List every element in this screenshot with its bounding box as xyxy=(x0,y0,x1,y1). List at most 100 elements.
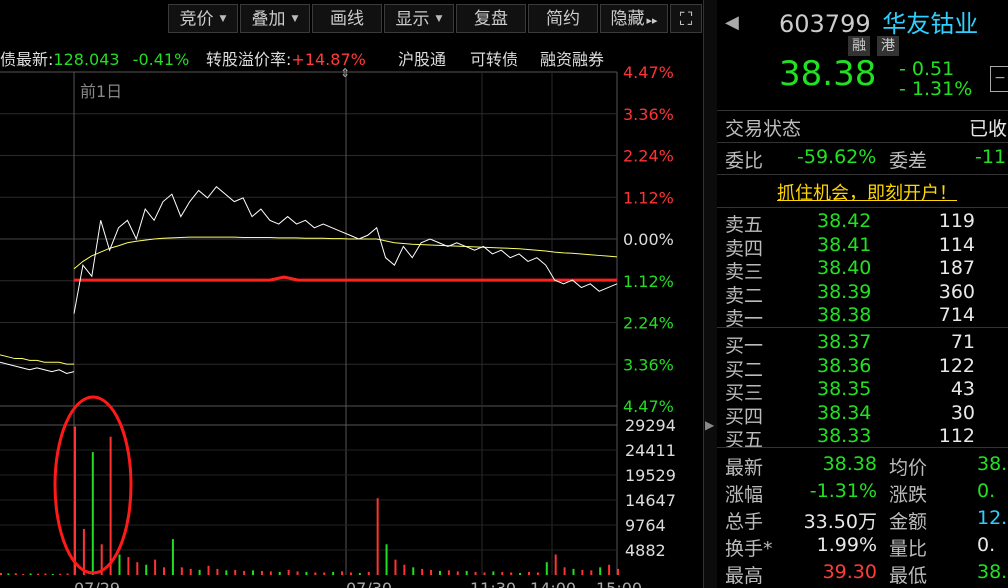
trade-status-value: 已收 xyxy=(969,118,1008,140)
order-level-label: 买四 xyxy=(725,405,764,428)
price-line xyxy=(73,185,618,314)
stat-label: 最低 xyxy=(889,565,928,587)
volume-bar xyxy=(225,570,228,575)
drag-handle-icon[interactable]: ⇕ xyxy=(340,66,351,80)
weicha-label: 委差 xyxy=(889,150,928,172)
volume-bar xyxy=(37,573,39,575)
stat-value: 12.95 xyxy=(977,507,1008,529)
order-price: 38.34 xyxy=(817,401,872,424)
order-level-label: 买一 xyxy=(725,335,764,357)
ask-row[interactable]: 卖一 38.38 714 xyxy=(725,304,985,331)
stat-label: 均价 xyxy=(889,457,928,479)
expand-panel-icon[interactable]: ▶ xyxy=(705,418,715,432)
order-volume: 114 xyxy=(938,233,975,256)
link-shgt[interactable]: 沪股通 xyxy=(398,50,447,69)
order-volume: 30 xyxy=(950,401,975,424)
order-level-label: 买五 xyxy=(725,429,764,451)
price-line-prev-day xyxy=(0,361,75,375)
volume-bar xyxy=(127,557,130,575)
price-axis-label: 2.24% xyxy=(623,147,674,166)
volume-bar xyxy=(367,571,370,575)
annotation-circle xyxy=(53,395,133,575)
order-level-label: 卖二 xyxy=(725,284,764,307)
volume-bar xyxy=(412,567,415,575)
caret-down-icon: ▼ xyxy=(435,14,443,24)
toolbar-button-2[interactable]: 画线 xyxy=(312,4,382,33)
volume-bar xyxy=(403,564,406,575)
price-axis-label: 1.12% xyxy=(623,272,674,291)
toolbar-button-6[interactable]: 隐藏 ▸▸ xyxy=(600,4,668,33)
weibi-label: 委比 xyxy=(725,150,764,172)
volume-bar xyxy=(527,571,530,575)
order-volume: 112 xyxy=(938,425,975,447)
stock-header: 603799 华友钴业 xyxy=(779,4,978,39)
toolbar-button-3[interactable]: 显示 ▼ xyxy=(384,4,454,33)
order-price: 38.33 xyxy=(817,425,872,447)
price-axis-label: 2.24% xyxy=(623,314,674,333)
stat-value: 0. xyxy=(977,480,996,502)
toolbar-button-0[interactable]: 竞价 ▼ xyxy=(168,4,238,33)
stat-value: 38.38 xyxy=(822,453,877,475)
stat-value: 0. xyxy=(977,534,996,556)
price-change: - 0.51 xyxy=(899,58,955,80)
order-volume: 119 xyxy=(938,210,975,232)
volume-bar xyxy=(243,570,246,575)
bid-row[interactable]: 买四 38.34 30 xyxy=(725,402,985,429)
link-convertible-bond[interactable]: 可转债 xyxy=(470,50,519,69)
order-price: 38.40 xyxy=(817,257,872,279)
toolbar-button-label: 显示 xyxy=(395,9,430,30)
volume-axis-label: 14647 xyxy=(625,491,676,510)
volume-bar xyxy=(599,567,602,575)
minus-icon[interactable]: − xyxy=(990,66,1008,92)
order-price: 38.35 xyxy=(817,378,872,400)
order-level-label: 卖一 xyxy=(725,308,764,330)
bid-row[interactable]: 买三 38.35 43 xyxy=(725,378,985,405)
volume-bar xyxy=(421,568,424,575)
ask-row[interactable]: 卖四 38.41 114 xyxy=(725,234,985,261)
panel-divider[interactable]: ▶ xyxy=(703,0,718,588)
avg-line-prev-day xyxy=(0,354,74,365)
volume-bar xyxy=(22,573,25,575)
volume-bar xyxy=(118,554,121,575)
double-chevron-right-icon: ▸▸ xyxy=(646,14,658,27)
order-volume: 714 xyxy=(938,304,975,326)
volume-bar xyxy=(154,559,157,575)
toolbar-button-1[interactable]: 叠加 ▼ xyxy=(240,4,310,33)
toolbar-button-label: 画线 xyxy=(330,9,364,29)
ask-row[interactable]: 卖二 38.39 360 xyxy=(725,281,985,308)
volume-bar xyxy=(314,572,317,575)
volume-bar xyxy=(456,571,459,575)
volume-bar xyxy=(180,567,183,575)
stock-code: 603799 xyxy=(779,10,871,38)
link-margin-trading[interactable]: 融资融券 xyxy=(540,50,605,69)
toolbar-button-4[interactable]: 复盘 xyxy=(456,4,526,33)
bid-row[interactable]: 买一 38.37 71 xyxy=(725,331,985,358)
order-price: 38.37 xyxy=(817,331,872,353)
ask-row[interactable]: 卖五 38.42 119 xyxy=(725,210,985,237)
bid-row[interactable]: 买二 38.36 122 xyxy=(725,355,985,382)
ask-row[interactable]: 卖三 38.40 187 xyxy=(725,257,985,284)
promo-link[interactable]: 抓住机会，即刻开户！ xyxy=(777,183,957,204)
toolbar-button-5[interactable]: 简约 xyxy=(528,4,598,33)
toolbar-button-label: 竞价 xyxy=(179,9,214,30)
volume-bar xyxy=(29,573,32,575)
volume-bar xyxy=(501,571,504,575)
back-arrow-icon[interactable]: ◀ xyxy=(725,12,739,33)
order-level-label: 买三 xyxy=(725,382,764,404)
stat-label: 最新 xyxy=(725,457,764,479)
caret-down-icon: ▼ xyxy=(219,14,227,24)
stat-value: 1.99% xyxy=(816,534,877,556)
bid-row[interactable]: 买五 38.33 112 xyxy=(725,425,985,452)
intraday-chart[interactable]: 前1日 4.47% 3.36% 2.24% 1.12% 0.00% 1.12% 2.24% 3… xyxy=(0,0,717,588)
bond-price: 128.043 xyxy=(53,50,120,69)
order-volume: 187 xyxy=(938,257,975,279)
volume-bar xyxy=(385,544,388,575)
current-price: 38.38 xyxy=(779,54,877,94)
volume-bar xyxy=(394,559,397,575)
prev-day-label: 前1日 xyxy=(80,82,122,101)
volume-bar xyxy=(474,571,477,575)
volume-bar xyxy=(269,571,272,575)
volume-bar xyxy=(287,569,290,575)
fullscreen-icon[interactable]: ⛶ xyxy=(670,4,702,33)
order-level-label: 卖五 xyxy=(725,214,764,236)
